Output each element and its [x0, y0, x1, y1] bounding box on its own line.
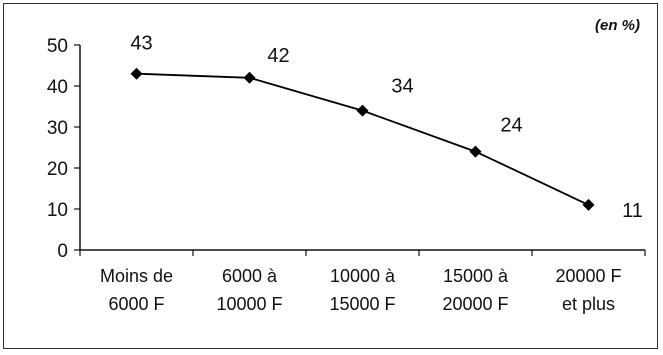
data-point-marker — [243, 71, 256, 84]
data-label: 24 — [500, 115, 522, 137]
chart-frame — [3, 3, 658, 349]
x-category-label: 6000 à 10000 F — [216, 266, 282, 314]
series-layer: 43 42 34 24 11 — [130, 33, 643, 222]
y-tick-label: 30 — [47, 118, 68, 139]
data-point-marker — [469, 145, 482, 158]
data-label: 34 — [391, 76, 413, 98]
data-point-marker — [582, 198, 595, 211]
y-tick-label: 10 — [47, 200, 68, 221]
series-line — [136, 72, 589, 206]
data-label: 43 — [130, 33, 152, 55]
x-category-label: 10000 à 15000 F — [329, 266, 396, 314]
data-point-marker — [356, 104, 369, 117]
x-category-label: 15000 à 20000 F — [442, 266, 509, 314]
data-label: 11 — [622, 200, 643, 222]
data-label: 42 — [267, 45, 289, 67]
y-tick-label: 50 — [47, 36, 68, 57]
unit-note: (en %) — [595, 17, 640, 34]
y-tick-label: 40 — [47, 77, 68, 98]
x-axis: Moins de 6000 F 6000 à 10000 F 10000 à 15000 … — [79, 249, 646, 314]
y-tick-label: 0 — [57, 241, 68, 262]
data-point-marker — [130, 67, 143, 80]
y-axis: 0 10 20 30 40 50 — [47, 36, 81, 262]
y-tick-label: 20 — [47, 159, 68, 180]
x-category-label: Moins de 6000 F — [100, 266, 173, 314]
